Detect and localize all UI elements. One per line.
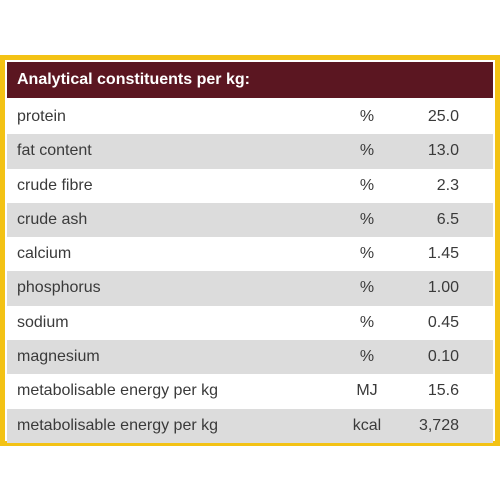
unit: % <box>359 245 375 263</box>
table-row: metabolisable energy per kg MJ 15.6 <box>7 374 493 409</box>
nutrient-name: magnesium <box>17 348 100 366</box>
unit: % <box>359 108 375 125</box>
table-title: Analytical constituents per kg: <box>7 62 493 98</box>
nutrient-name: fat content <box>17 142 92 160</box>
nutrient-name: crude fibre <box>17 176 93 194</box>
value: 25.0 <box>427 108 459 125</box>
table-body: protein% 25.0 fat content% 13.0 crude fibre%… <box>7 100 493 443</box>
nutrient-name: metabolisable energy per kg <box>17 416 219 434</box>
unit: MJ <box>356 382 378 400</box>
unit: kcal <box>352 416 382 434</box>
unit: % <box>359 279 375 297</box>
table-row: phosphorus% 1.00 <box>7 271 493 306</box>
unit: % <box>359 142 375 160</box>
nutrient-name: crude ash <box>17 210 88 228</box>
value: 3,728 <box>418 416 459 434</box>
table-row: magnesium% 0.10 <box>7 340 493 375</box>
table-row: sodium% 0.45 <box>7 305 493 341</box>
nutrient-name: protein <box>17 108 66 125</box>
value: 1.00 <box>427 279 459 297</box>
unit: % <box>359 176 375 194</box>
value: 0.10 <box>427 348 459 366</box>
table-row: metabolisable energy per kg kcal 3,728 <box>7 408 493 443</box>
nutrient-name: calcium <box>17 245 72 263</box>
value: 1.45 <box>427 245 459 263</box>
nutrient-name: metabolisable energy per kg <box>17 382 219 400</box>
value: 13.0 <box>427 142 459 160</box>
unit: % <box>359 210 375 228</box>
table-row: protein% 25.0 <box>7 100 493 135</box>
table-row: calcium% 1.45 <box>7 237 493 272</box>
nutrient-name: phosphorus <box>17 279 101 297</box>
table-row: crude ash% 6.5 <box>7 202 493 238</box>
unit: % <box>359 313 375 331</box>
value: 0.45 <box>427 313 459 331</box>
table-row: crude fibre% 2.3 <box>7 168 493 203</box>
value: 15.6 <box>427 382 459 400</box>
table-row: fat content% 13.0 <box>7 134 493 169</box>
value: 6.5 <box>436 210 459 228</box>
unit: % <box>359 348 375 366</box>
value: 2.3 <box>436 176 459 194</box>
table-frame: Analytical constituents per kg: protein%… <box>0 55 500 446</box>
nutrient-name: sodium <box>17 313 69 331</box>
